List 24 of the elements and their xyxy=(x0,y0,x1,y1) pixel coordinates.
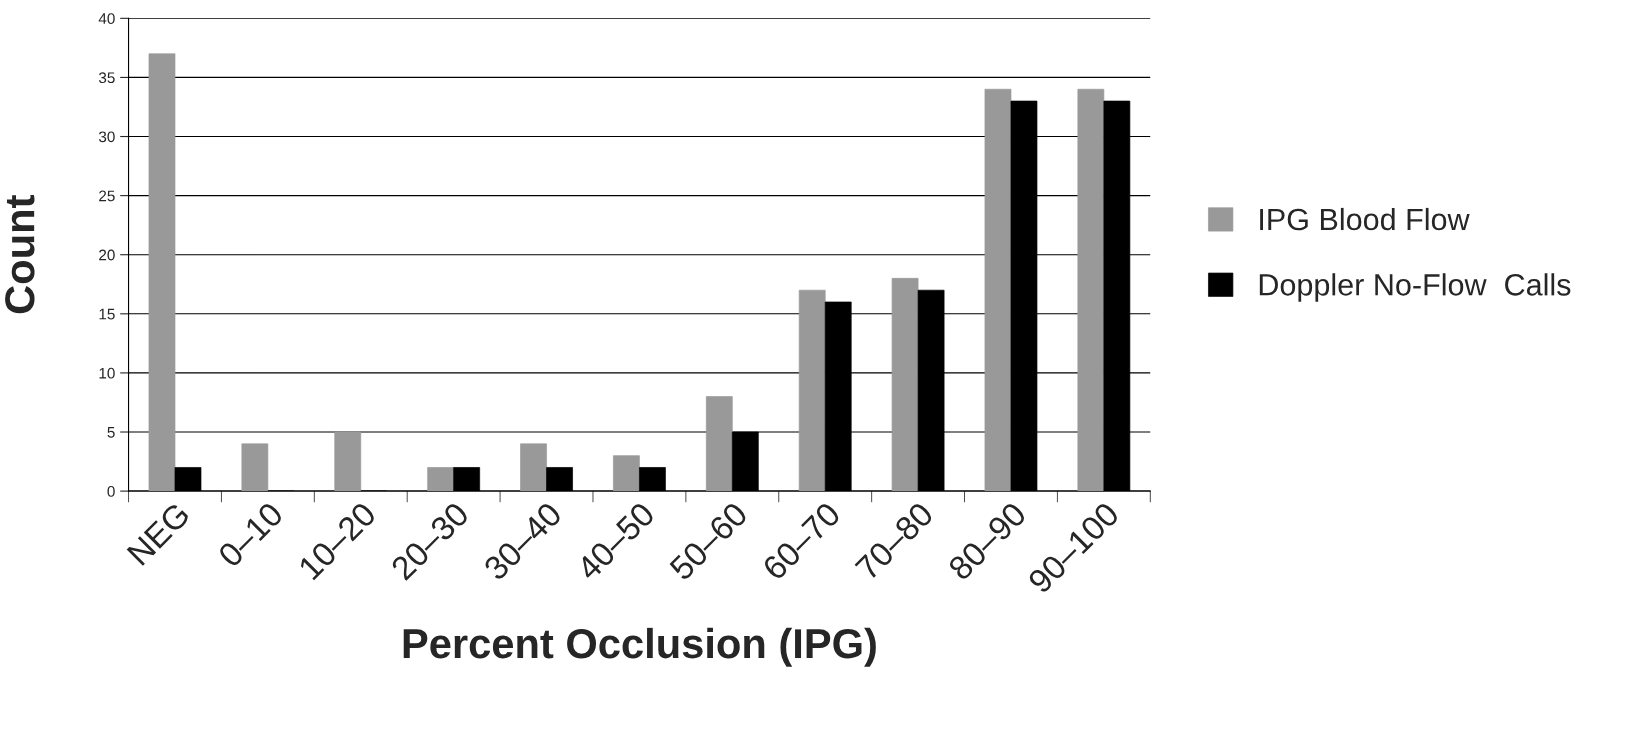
bar xyxy=(241,443,269,492)
y-tick-label: 15 xyxy=(99,308,115,320)
bar xyxy=(613,455,640,492)
y-tick-label: 10 xyxy=(99,367,115,379)
bar xyxy=(891,278,919,492)
bar xyxy=(984,88,1012,492)
bar xyxy=(427,467,454,492)
legend-label: Doppler No-Flow Calls xyxy=(1259,273,1571,302)
y-tick-label: 5 xyxy=(107,427,115,438)
y-tick-label: 40 xyxy=(98,13,115,25)
y-tick-label: 25 xyxy=(99,190,115,202)
x-axis-title: Percent Occlusion (IPG) xyxy=(403,627,876,667)
legend-label: IPG Blood Flow xyxy=(1260,207,1470,231)
y-tick-label: 35 xyxy=(98,72,115,84)
bar xyxy=(705,396,733,492)
bar xyxy=(520,443,547,492)
bar xyxy=(148,53,176,492)
bar xyxy=(1077,88,1105,492)
y-tick-label: 0 xyxy=(107,485,115,497)
bar xyxy=(798,289,826,492)
y-axis-title: Count xyxy=(5,195,35,314)
y-tick-label: 30 xyxy=(98,131,115,143)
bar xyxy=(334,431,362,492)
y-tick-label: 20 xyxy=(99,249,115,261)
